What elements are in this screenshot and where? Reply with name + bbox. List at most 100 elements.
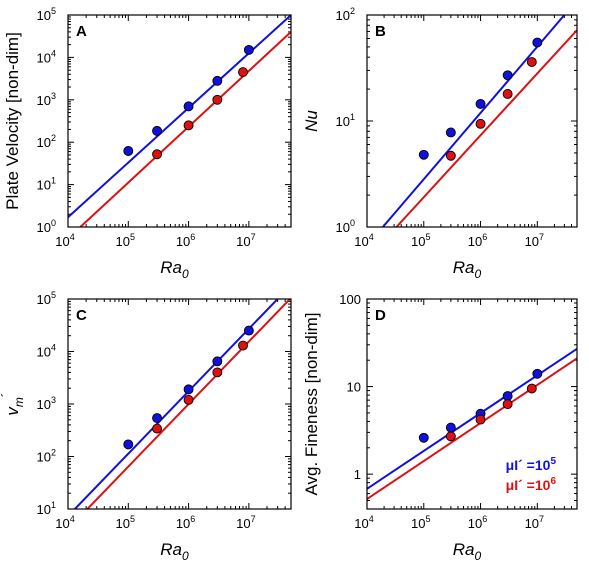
y-tick-label: 101 [37, 500, 56, 517]
plot-frame [67, 298, 292, 510]
panel-letter: C [76, 307, 87, 324]
panel-letter: B [375, 23, 386, 40]
legend-entry: μI´ =105 [506, 456, 557, 473]
fit-line-red [395, 29, 577, 227]
panel-letter: A [76, 23, 87, 40]
data-point-blue [418, 149, 429, 160]
plot-frame [366, 298, 578, 510]
plot-frame [67, 14, 292, 228]
ticks [67, 14, 292, 228]
y-tick-label: 105 [37, 290, 56, 307]
y-tick-label: 104 [37, 343, 56, 360]
y-tick-label: 101 [336, 112, 355, 129]
data-point-red [183, 120, 194, 131]
legend-entry: μI´ =106 [506, 476, 557, 493]
panel-c: 104 105 106 107 101 102 103 104 105 C Ra0 vm´ [0, 290, 292, 563]
x-tick-label: 105 [116, 514, 135, 531]
data-point-blue [183, 384, 194, 395]
data-point-red [502, 399, 513, 410]
x-tick-label: 107 [525, 514, 544, 531]
y-tick-label: 10 [347, 380, 361, 395]
data-point-blue [152, 413, 163, 423]
panel-b: 104 105 106 107 100 101 102 B Ra0 Nu [302, 6, 578, 281]
data-point-blue [152, 125, 163, 136]
x-tick-label: 107 [525, 232, 544, 249]
x-tick-label: 105 [411, 232, 430, 249]
data-point-red [212, 94, 223, 105]
y-tick-label: 100 [339, 292, 361, 307]
legend: μI´ =105 μI´ =106 [506, 456, 557, 493]
data-point-blue [418, 432, 429, 443]
x-tick-label: 104 [354, 514, 373, 531]
y-tick-label: 101 [37, 176, 56, 193]
y-tick-label: 102 [37, 448, 56, 465]
fit-line-red [79, 31, 291, 227]
data-point-blue [183, 101, 194, 112]
data-point-blue [502, 70, 513, 81]
x-tick-label: 107 [236, 514, 255, 531]
y-axis-label: Avg. Fineness [non-dim] [302, 313, 321, 496]
data-point-red [502, 88, 513, 99]
fit-line-blue [68, 15, 291, 218]
y-tick-label: 105 [37, 6, 56, 23]
x-tick-label: 105 [411, 514, 430, 531]
fit-line-red [367, 357, 577, 500]
y-tick-label: 100 [336, 218, 355, 235]
data-point-red [526, 383, 537, 394]
data-point-red [526, 57, 537, 67]
data-point-blue [475, 98, 486, 109]
plot-area [74, 299, 291, 509]
ticks [67, 298, 292, 510]
data-point-blue [502, 391, 513, 401]
x-tick-label: 104 [55, 232, 74, 249]
data-point-red [183, 394, 194, 405]
y-tick-label: 103 [37, 395, 56, 412]
x-tick-label: 106 [468, 232, 487, 249]
x-tick-label: 104 [55, 514, 74, 531]
data-point-red [238, 67, 248, 78]
data-point-blue [243, 325, 254, 336]
fit-line-blue [367, 347, 577, 490]
x-tick-label: 106 [468, 514, 487, 531]
x-tick-label: 104 [354, 232, 373, 249]
data-point-red [152, 423, 163, 434]
data-point-blue [243, 44, 254, 55]
y-axis-label: Nu [302, 110, 321, 132]
panel-letter: D [375, 307, 386, 324]
x-tick-label: 105 [116, 232, 135, 249]
fit-line-blue [74, 299, 279, 509]
data-point-red [445, 431, 456, 442]
data-point-blue [123, 439, 134, 450]
y-axis-label: Plate Velocity [non-dim] [3, 32, 22, 210]
data-point-blue [445, 127, 456, 138]
x-axis-label: Ra0 [160, 540, 189, 563]
x-axis-label: Ra0 [160, 258, 189, 281]
x-tick-label: 106 [176, 514, 195, 531]
panel-d: 104 105 106 107 1 10 100 D Ra0 Avg. Fineness [non… [302, 292, 578, 563]
data-point-blue [123, 146, 134, 156]
data-point-blue [212, 356, 223, 367]
data-point-red [238, 340, 248, 351]
data-point-red [152, 149, 163, 160]
data-point-red [475, 118, 486, 129]
data-point-red [212, 367, 223, 378]
plot-frame [366, 14, 578, 228]
plot-area [68, 15, 291, 227]
data-point-red [445, 150, 456, 161]
data-point-blue [532, 37, 543, 48]
y-axis-label: vm´ [0, 392, 26, 415]
x-tick-label: 106 [176, 232, 195, 249]
plot-area [367, 347, 577, 500]
data-point-red [475, 414, 486, 425]
panel-a: 104 105 106 107 100 101 102 103 104 105 A Ra0 Plate … [3, 6, 292, 281]
y-tick-label: 100 [37, 218, 56, 235]
y-tick-label: 1 [354, 467, 361, 482]
y-tick-label: 102 [37, 133, 56, 150]
y-tick-label: 104 [37, 48, 56, 65]
x-axis-label: Ra0 [453, 258, 482, 281]
y-tick-label: 103 [37, 91, 56, 108]
x-axis-label: Ra0 [453, 540, 482, 563]
fit-line-blue [382, 15, 566, 227]
data-point-blue [212, 75, 223, 86]
